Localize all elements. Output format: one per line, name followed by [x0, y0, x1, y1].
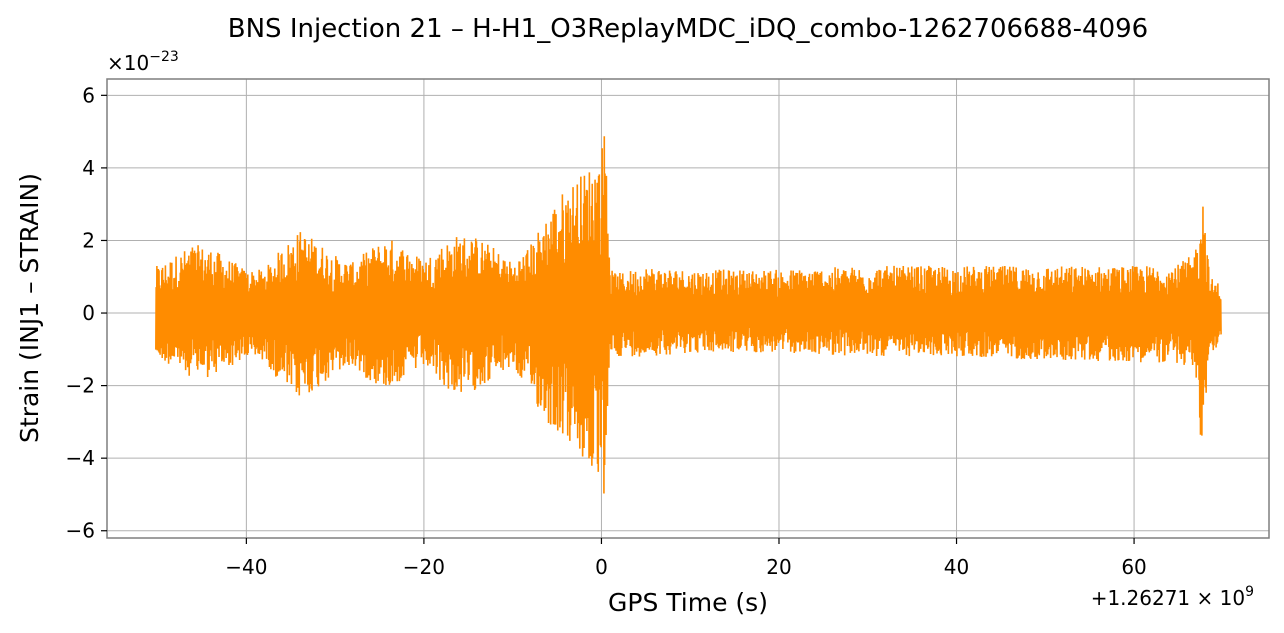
x-axis-label: GPS Time (s)	[608, 588, 768, 617]
plot-area	[155, 136, 1222, 494]
x-tick-label: 40	[944, 555, 969, 579]
axes-frame	[106, 78, 1270, 539]
y-axis-label: Strain (INJ1 – STRAIN)	[15, 173, 44, 443]
x-axis-offset: +1.26271 × 109	[1091, 584, 1254, 610]
y-axis-scale: ×10−23	[107, 49, 179, 75]
x-tick-label: −20	[403, 555, 445, 579]
y-tick-label: 6	[82, 83, 95, 107]
y-tick-label: −2	[66, 374, 95, 398]
y-tick-label: 2	[82, 228, 95, 252]
series-line-strain	[155, 136, 1222, 494]
x-tick-label: −40	[225, 555, 267, 579]
x-tick-label: 60	[1121, 555, 1146, 579]
y-tick-label: −6	[66, 519, 95, 543]
x-tick-label: 0	[595, 555, 608, 579]
chart-title: BNS Injection 21 – H-H1_O3ReplayMDC_iDQ_…	[228, 14, 1148, 44]
y-tick-label: 0	[82, 301, 95, 325]
y-axis-scale-exponent: −23	[149, 49, 179, 65]
y-tick-label: −4	[66, 446, 95, 470]
y-tick-label: 4	[82, 156, 95, 180]
x-tick-label: 20	[766, 555, 791, 579]
x-axis-offset-exponent: 9	[1245, 584, 1254, 600]
